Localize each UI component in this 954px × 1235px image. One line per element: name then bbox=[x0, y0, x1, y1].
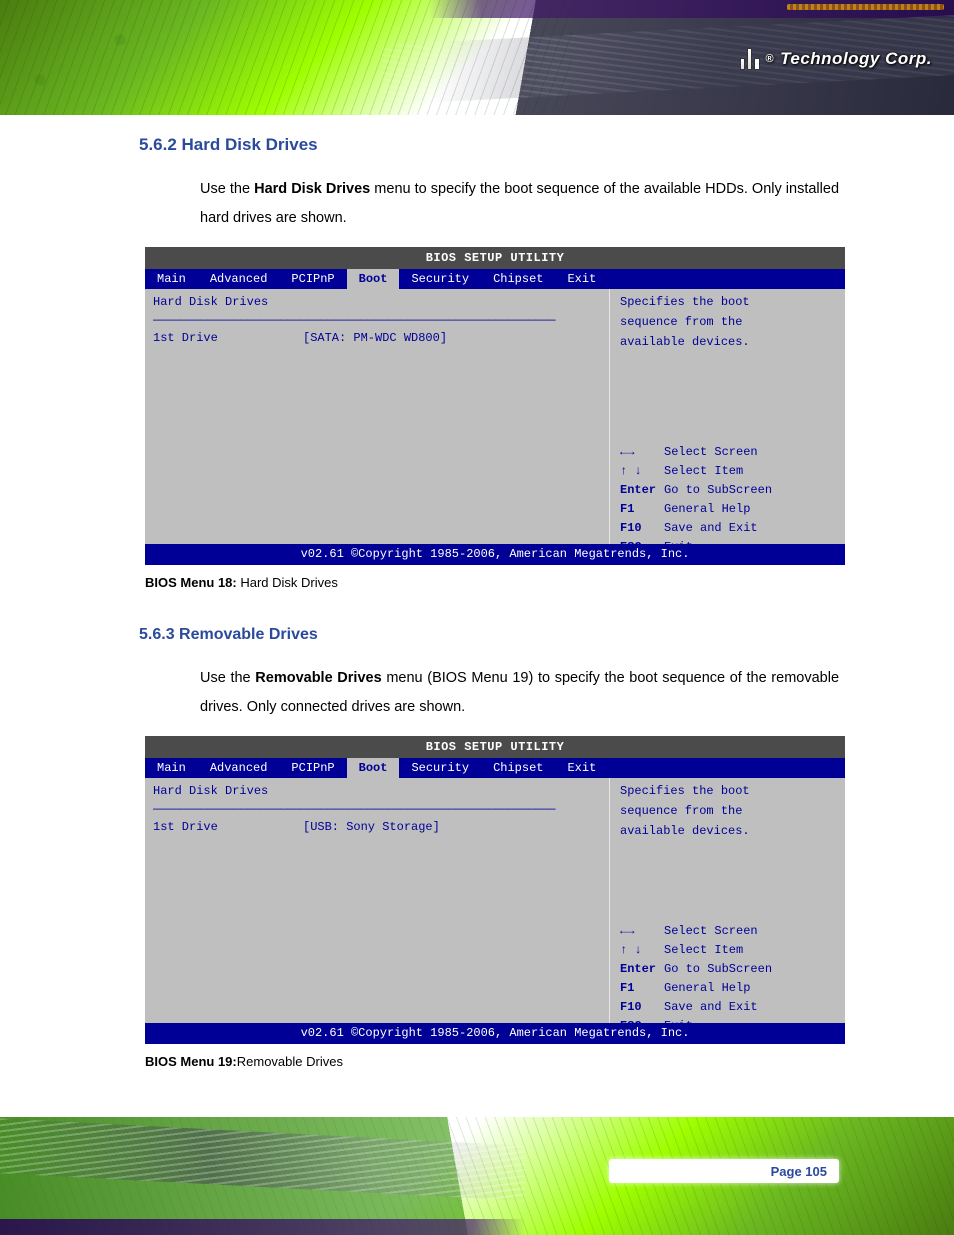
bios1-section-heading: Hard Disk Drives bbox=[153, 293, 601, 311]
bios1-tab-exit: Exit bbox=[555, 269, 608, 289]
bios2-help-2: sequence from the bbox=[620, 802, 837, 820]
bios2-tab-bar: Main Advanced PCIPnP Boot Security Chips… bbox=[145, 758, 845, 778]
bios1-tab-main: Main bbox=[145, 269, 198, 289]
bios-screenshot-1: BIOS SETUP UTILITY Main Advanced PCIPnP … bbox=[145, 247, 845, 565]
bios2-title: BIOS SETUP UTILITY bbox=[145, 736, 845, 758]
page-number: Page 105 bbox=[771, 1164, 827, 1179]
bios1-body: Hard Disk Drives ———————————————————————… bbox=[145, 289, 845, 544]
bios1-drive-row: 1st Drive [SATA: PM-WDC WD800] bbox=[153, 329, 601, 347]
bios1-key-row: EnterGo to SubScreen bbox=[620, 481, 837, 499]
page-number-box: Page 105 bbox=[609, 1159, 839, 1183]
bios1-tab-chipset: Chipset bbox=[481, 269, 555, 289]
bios1-tab-boot: Boot bbox=[347, 269, 400, 289]
bios2-help-3: available devices. bbox=[620, 822, 837, 840]
bios2-tab-security: Security bbox=[399, 758, 481, 778]
bios2-section-heading: Hard Disk Drives bbox=[153, 782, 601, 800]
bios2-tab-main: Main bbox=[145, 758, 198, 778]
bios2-help-1: Specifies the boot bbox=[620, 782, 837, 800]
page-section-title: 5.6.2 Hard Disk Drives bbox=[139, 135, 839, 155]
bios1-drive-value: [SATA: PM-WDC WD800] bbox=[303, 329, 447, 347]
bios1-help-1: Specifies the boot bbox=[620, 293, 837, 311]
bios1-left-pane: Hard Disk Drives ———————————————————————… bbox=[145, 289, 610, 544]
section-heading-removable: 5.6.3 Removable Drives bbox=[139, 626, 839, 644]
bios2-key-row: ↑ ↓Select Item bbox=[620, 941, 837, 959]
logo-mark-icon bbox=[740, 48, 760, 70]
bios1-drive-label: 1st Drive bbox=[153, 329, 303, 347]
brand-text: Technology Corp. bbox=[780, 49, 932, 69]
bios2-caption: BIOS Menu 19:Removable Drives bbox=[145, 1054, 839, 1069]
brand-logo: ®Technology Corp. bbox=[740, 48, 932, 70]
bios2-key-row: EnterGo to SubScreen bbox=[620, 960, 837, 978]
bios2-tab-chipset: Chipset bbox=[481, 758, 555, 778]
bios1-caption: BIOS Menu 18: Hard Disk Drives bbox=[145, 575, 839, 590]
intro-paragraph-1: Use the Hard Disk Drives menu to specify… bbox=[200, 175, 839, 233]
bios2-divider: ————————————————————————————————————————… bbox=[153, 800, 601, 818]
bios1-help-3: available devices. bbox=[620, 333, 837, 351]
bios1-key-row: F1General Help bbox=[620, 500, 837, 518]
bios2-drive-value: [USB: Sony Storage] bbox=[303, 818, 440, 836]
header-purple-stripe bbox=[429, 0, 954, 18]
bios1-tab-bar: Main Advanced PCIPnP Boot Security Chips… bbox=[145, 269, 845, 289]
bios2-tab-pcipnp: PCIPnP bbox=[279, 758, 346, 778]
bios1-key-row: F10Save and Exit bbox=[620, 519, 837, 537]
bios2-right-pane: Specifies the boot sequence from the ava… bbox=[610, 778, 845, 1023]
bios2-tab-boot: Boot bbox=[347, 758, 400, 778]
bios2-tab-advanced: Advanced bbox=[198, 758, 280, 778]
bios2-key-row: F1General Help bbox=[620, 979, 837, 997]
bios2-drive-label: 1st Drive bbox=[153, 818, 303, 836]
bios1-title: BIOS SETUP UTILITY bbox=[145, 247, 845, 269]
bios1-key-row: ↑ ↓Select Item bbox=[620, 462, 837, 480]
bios1-key-row: ←→Select Screen bbox=[620, 443, 837, 461]
header-decoration: ®Technology Corp. bbox=[0, 0, 954, 115]
bios1-tab-pcipnp: PCIPnP bbox=[279, 269, 346, 289]
bios2-body: Hard Disk Drives ———————————————————————… bbox=[145, 778, 845, 1023]
bios2-drive-row: 1st Drive [USB: Sony Storage] bbox=[153, 818, 601, 836]
bios1-right-pane: Specifies the boot sequence from the ava… bbox=[610, 289, 845, 544]
bios2-tab-exit: Exit bbox=[555, 758, 608, 778]
bios-screenshot-2: BIOS SETUP UTILITY Main Advanced PCIPnP … bbox=[145, 736, 845, 1044]
bios2-left-pane: Hard Disk Drives ———————————————————————… bbox=[145, 778, 610, 1023]
footer-purple-stripe bbox=[0, 1219, 525, 1235]
bios2-key-row: F10Save and Exit bbox=[620, 998, 837, 1016]
bios1-divider: ————————————————————————————————————————… bbox=[153, 311, 601, 329]
bios1-tab-security: Security bbox=[399, 269, 481, 289]
bios2-key-row: ←→Select Screen bbox=[620, 922, 837, 940]
intro-paragraph-2: Use the Removable Drives menu (BIOS Menu… bbox=[200, 664, 839, 722]
bios1-help-2: sequence from the bbox=[620, 313, 837, 331]
bios1-tab-advanced: Advanced bbox=[198, 269, 280, 289]
